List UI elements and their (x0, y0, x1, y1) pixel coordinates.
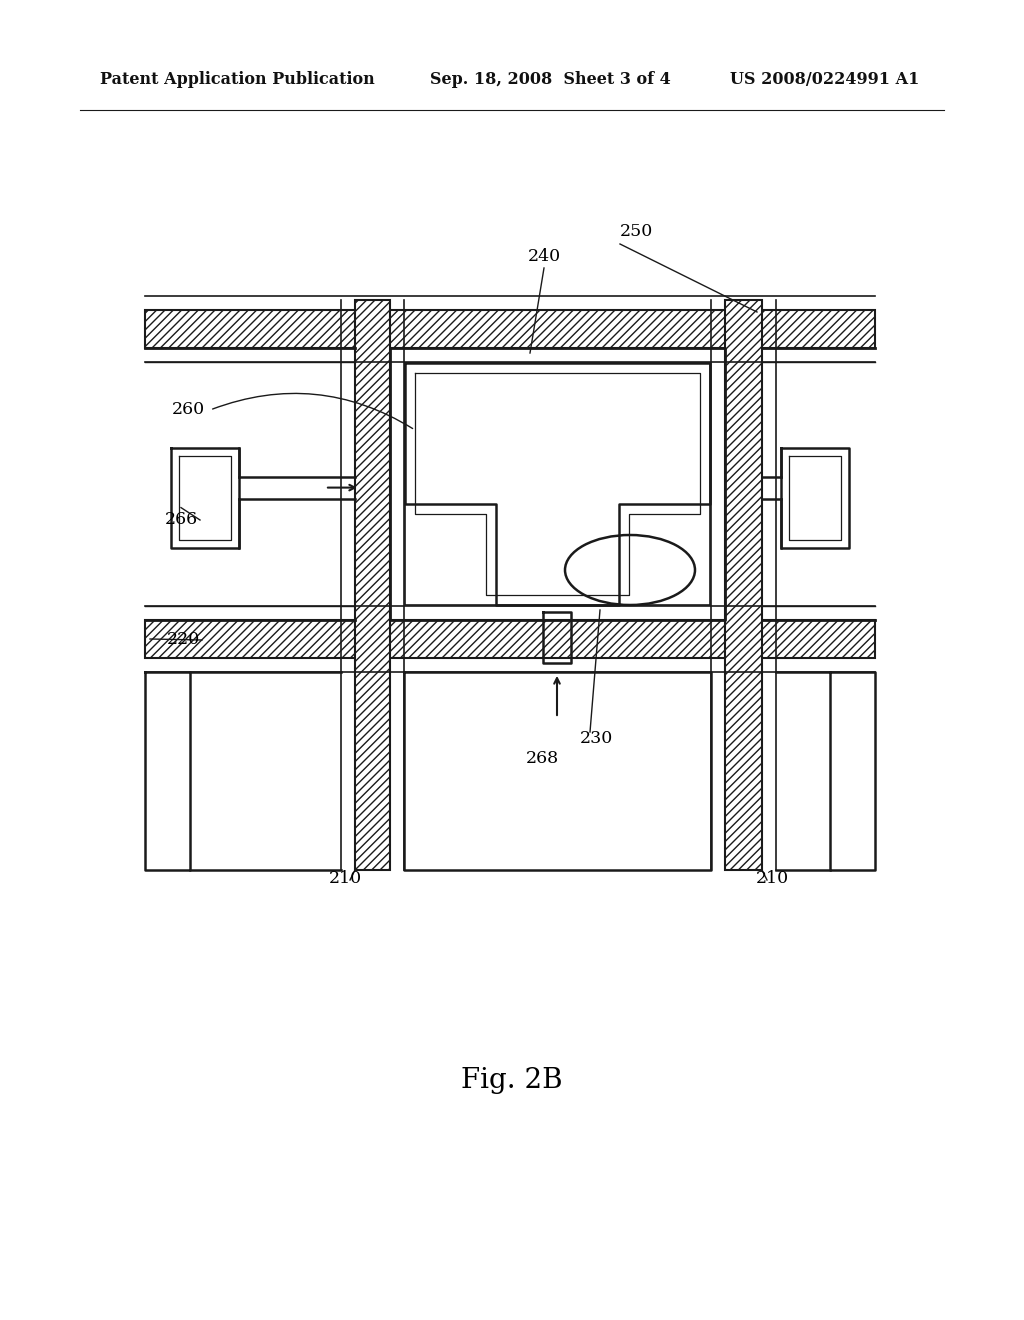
Text: 240: 240 (527, 248, 560, 265)
Text: 220: 220 (167, 631, 200, 648)
Bar (725, 300, 762, 870)
Text: 266: 266 (165, 511, 198, 528)
Text: 210: 210 (329, 870, 361, 887)
Text: 260: 260 (172, 401, 205, 418)
Text: 268: 268 (525, 750, 558, 767)
Text: US 2008/0224991 A1: US 2008/0224991 A1 (730, 71, 920, 88)
Text: 250: 250 (620, 223, 653, 240)
Bar (355, 300, 390, 870)
Text: Patent Application Publication: Patent Application Publication (100, 71, 375, 88)
Text: Fig. 2B: Fig. 2B (461, 1067, 563, 1093)
Text: 230: 230 (580, 730, 613, 747)
Bar (145, 310, 874, 348)
Text: 210: 210 (756, 870, 788, 887)
Bar (145, 620, 874, 657)
Text: Sep. 18, 2008  Sheet 3 of 4: Sep. 18, 2008 Sheet 3 of 4 (430, 71, 671, 88)
